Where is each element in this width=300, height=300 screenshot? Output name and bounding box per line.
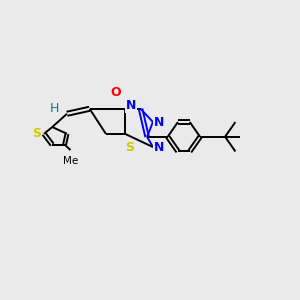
- Text: N: N: [154, 141, 164, 154]
- Text: N: N: [154, 116, 164, 128]
- Text: H: H: [50, 102, 59, 115]
- Text: O: O: [111, 86, 122, 99]
- Text: S: S: [125, 141, 134, 154]
- Text: N: N: [126, 99, 136, 112]
- Text: S: S: [32, 127, 41, 140]
- Text: Me: Me: [63, 156, 78, 166]
